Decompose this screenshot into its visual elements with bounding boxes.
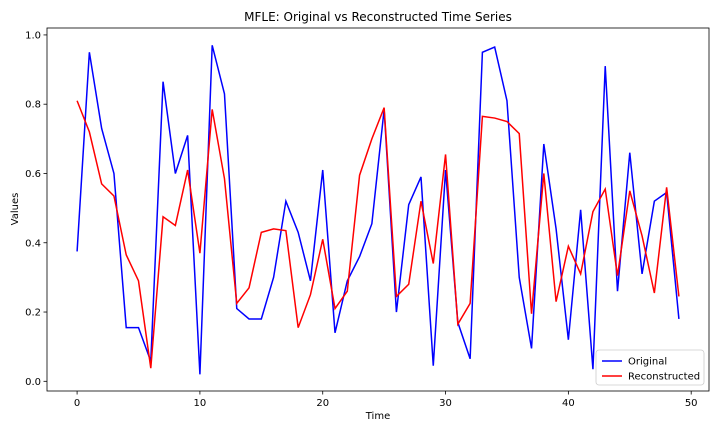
plot-frame (46, 27, 710, 392)
legend: Original Reconstructed (595, 349, 705, 386)
series-line-reconstructed (76, 100, 680, 369)
y-tick-label: 0.4 (25, 238, 41, 249)
x-tick-label: 30 (439, 398, 452, 409)
y-tick-label: 0.8 (25, 100, 41, 111)
legend-label-reconstructed: Reconstructed (628, 372, 700, 383)
x-tick-label: 10 (194, 398, 207, 409)
x-axis-label: Time (365, 411, 390, 422)
axes-layer: 0 10 20 30 40 50 0.0 0.2 0.4 0.6 0.8 1.0 (25, 27, 710, 409)
y-tick-label: 0.0 (25, 377, 41, 388)
y-tick-label: 0.6 (25, 169, 41, 180)
legend-label-original: Original (628, 357, 667, 368)
x-tick-label: 0 (74, 398, 80, 409)
x-tick-label: 40 (562, 398, 575, 409)
legend-box (595, 349, 705, 386)
x-tick-label: 20 (316, 398, 329, 409)
chart-title: MFLE: Original vs Reconstructed Time Ser… (244, 10, 512, 24)
y-tick-label: 0.2 (25, 308, 41, 319)
x-tick-label: 50 (685, 398, 698, 409)
y-axis-label: Values (10, 193, 21, 226)
y-tick-label: 1.0 (25, 30, 41, 41)
series-layer (76, 45, 680, 375)
series-line-original (76, 45, 680, 375)
